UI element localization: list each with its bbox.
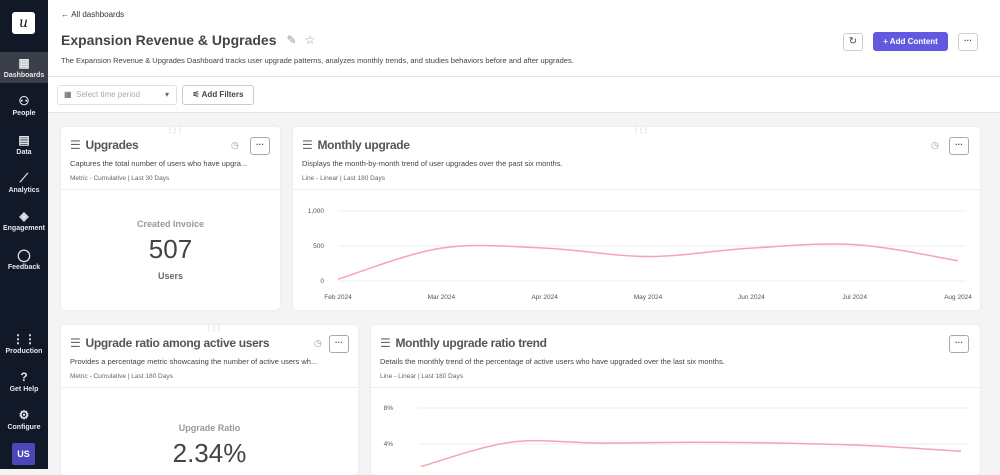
sidebar-item-analytics[interactable]: ⟋Analytics (0, 167, 48, 198)
clock-icon[interactable]: ◷ (314, 338, 322, 349)
sidebar-item-engagement[interactable]: ◈Engagement (0, 205, 48, 236)
sidebar-item-configure[interactable]: ⚙Configure (0, 404, 48, 435)
sidebar-item-get-help[interactable]: ?Get Help (0, 366, 48, 397)
drag-handle-icon[interactable]: ⋮⋮⋮ (206, 326, 221, 332)
sidebar-item-production[interactable]: ⋮⋮Production (0, 328, 48, 359)
sidebar: u ▦Dashboards ⚇People ▤Data ⟋Analytics ◈Enga… (0, 0, 48, 469)
back-link[interactable]: ← All dashboards (61, 10, 124, 19)
y-tick-label: 8% (384, 405, 394, 412)
clock-icon[interactable]: ◷ (231, 140, 239, 151)
chart-icon: ⟋ (0, 171, 48, 185)
help-icon: ? (0, 370, 48, 384)
add-filters-button[interactable]: ⚟ Add Filters (182, 85, 254, 105)
page-description: The Expansion Revenue & Upgrades Dashboa… (61, 56, 574, 65)
logo[interactable]: u (12, 12, 35, 34)
filter-icon: ⚟ (193, 90, 200, 99)
y-tick-label: 0 (320, 278, 324, 285)
series-line (338, 244, 958, 279)
apps-icon: ⋮⋮ (0, 332, 48, 346)
drag-handle-icon[interactable]: ⋮⋮⋮ (167, 128, 182, 134)
star-icon[interactable]: ☆ (305, 33, 316, 47)
refresh-button[interactable]: ↻ (843, 33, 863, 51)
x-tick-label: Feb 2024 (324, 294, 352, 301)
chart-type-icon: ☰ (70, 336, 80, 350)
sidebar-item-people[interactable]: ⚇People (0, 90, 48, 121)
monthly-upgrade-card: ⋮⋮⋮ ☰Monthly upgrade ◷ ··· Displays the … (293, 127, 980, 310)
y-tick-label: 500 (313, 243, 324, 250)
avatar[interactable]: US (12, 443, 35, 465)
refresh-icon: ↻ (849, 36, 857, 47)
chart-type-icon: ☰ (70, 138, 80, 152)
y-tick-label: 4% (384, 441, 394, 448)
people-icon: ⚇ (0, 94, 48, 108)
add-content-button[interactable]: + Add Content (873, 32, 948, 51)
x-tick-label: Apr 2024 (531, 294, 558, 301)
x-tick-label: May 2024 (634, 294, 663, 301)
header: ← All dashboards Expansion Revenue & Upg… (48, 0, 1000, 77)
metric-value: 507 (61, 235, 280, 263)
y-tick-label: 1,000 (308, 208, 325, 215)
sidebar-item-dashboards[interactable]: ▦Dashboards (0, 52, 48, 83)
x-tick-label: Aug 2024 (944, 294, 972, 301)
series-line (421, 441, 961, 467)
metric-value: 2.34% (61, 439, 358, 467)
chat-icon: ◯ (0, 248, 48, 262)
ratio-trend-chart: 4% 8% (371, 325, 980, 475)
caret-down-icon: ▾ (165, 86, 169, 104)
time-period-select[interactable]: ▦ Select time period▾ (57, 85, 177, 105)
page-title: Expansion Revenue & Upgrades (61, 32, 277, 48)
sidebar-item-data[interactable]: ▤Data (0, 129, 48, 160)
ratio-trend-card: ☰Monthly upgrade ratio trend ··· Details… (371, 325, 980, 475)
layers-icon: ◈ (0, 209, 48, 223)
calendar-icon: ▦ (64, 90, 72, 99)
x-tick-label: Mar 2024 (428, 294, 456, 301)
upgrades-card: ⋮⋮⋮ ☰Upgrades ◷ ··· Captures the total n… (61, 127, 280, 310)
sidebar-item-feedback[interactable]: ◯Feedback (0, 244, 48, 275)
arrow-left-icon: ← (61, 10, 71, 19)
data-icon: ▤ (0, 133, 48, 147)
more-button[interactable]: ··· (958, 33, 978, 51)
monthly-upgrade-chart: 0 500 1,000 Feb 2024 Mar 2024 Apr 2024 May 202… (293, 127, 980, 310)
grid-icon: ▦ (0, 56, 48, 70)
card-more-button[interactable]: ··· (250, 137, 270, 155)
gear-icon: ⚙ (0, 408, 48, 422)
upgrade-ratio-card: ⋮⋮⋮ ☰Upgrade ratio among active users ◷ … (61, 325, 358, 475)
pencil-icon[interactable]: ✎ (287, 33, 297, 47)
x-tick-label: Jun 2024 (738, 294, 765, 301)
x-tick-label: Jul 2024 (842, 294, 867, 301)
filter-bar: ▦ Select time period▾ ⚟ Add Filters (48, 77, 1000, 113)
card-more-button[interactable]: ··· (329, 335, 349, 353)
